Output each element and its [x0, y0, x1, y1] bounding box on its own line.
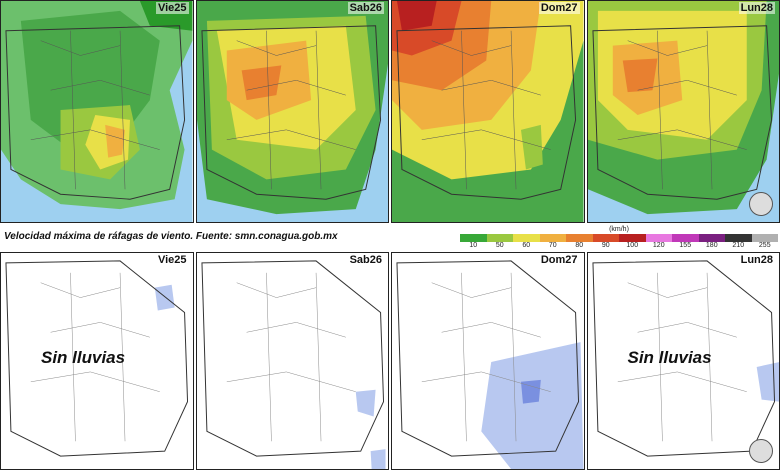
- rain-map-panel-sab26: Sab26: [195, 252, 389, 470]
- legend-unit: (km/h): [609, 226, 629, 233]
- rain-map-panel-vie25: Vie25 Sin lluvias: [0, 252, 194, 470]
- legend-tick-label: 120: [652, 242, 665, 249]
- rain-map-panel-dom27: Dom27: [391, 252, 585, 470]
- legend-ticks: 10 50 60 70 80 90 100 120 155 180 210 255: [460, 242, 778, 252]
- wind-map-panel-lun28: Lun28: [586, 0, 780, 223]
- legend-swatch: [725, 234, 752, 242]
- map-caption: Velocidad máxima de ráfagas de viento. F…: [4, 231, 338, 242]
- legend-tick-label: 100: [626, 242, 639, 249]
- legend-tick-label: 255: [758, 242, 771, 249]
- no-rain-label: Sin lluvias: [41, 348, 126, 367]
- legend-swatch: [751, 234, 778, 242]
- legend-tick-label: 10: [469, 242, 478, 249]
- legend-tick-label: 60: [522, 242, 531, 249]
- legend-tick-label: 80: [575, 242, 584, 249]
- wind-map-panel-sab26: Sab26: [195, 0, 389, 223]
- wind-map-lun28: [587, 1, 779, 222]
- wind-map-dom27: [392, 1, 584, 222]
- day-label: Sab26: [347, 2, 384, 14]
- day-label: Vie25: [155, 2, 189, 14]
- legend-swatch: [460, 234, 487, 242]
- day-label: Lun28: [738, 2, 775, 14]
- day-label: Dom27: [538, 2, 580, 14]
- wind-map-vie25: [1, 1, 193, 222]
- legend-tick-label: 70: [548, 242, 557, 249]
- legend-tick-label: 90: [601, 242, 610, 249]
- rain-maps: Vie25 Sin lluvias Sab26 Dom27 Lun28: [0, 252, 780, 470]
- legend-tick-label: 50: [495, 242, 504, 249]
- day-label: Dom27: [538, 254, 580, 266]
- rain-map-sab26: [196, 253, 388, 469]
- legend-swatch: [645, 234, 672, 242]
- wind-map-sab26: [196, 1, 388, 222]
- legend-tick-label: 210: [732, 242, 745, 249]
- wind-speed-legend: (km/h) 10 50 60 70 80 90 100 120 155 180 210 255: [460, 226, 778, 252]
- conagua-seal-icon: [749, 192, 773, 216]
- wind-map-panel-vie25: Vie25: [0, 0, 194, 223]
- wind-gust-maps: Vie25 Sab26 Dom27: [0, 0, 780, 223]
- legend-swatch: [672, 234, 699, 242]
- rain-map-panel-lun28: Lun28 Sin lluvias: [586, 252, 780, 470]
- legend-swatch: [486, 234, 513, 242]
- day-label: Lun28: [738, 254, 775, 266]
- legend-tick-label: 180: [705, 242, 718, 249]
- legend-swatch: [592, 234, 619, 242]
- legend-swatch: [539, 234, 566, 242]
- wind-map-panel-dom27: Dom27: [391, 0, 585, 223]
- day-label: Vie25: [155, 254, 189, 266]
- legend-tick-label: 155: [679, 242, 692, 249]
- conagua-seal-icon: [749, 439, 773, 463]
- no-rain-label: Sin lluvias: [627, 348, 712, 367]
- legend-swatch: [513, 234, 540, 242]
- legend-swatch: [619, 234, 646, 242]
- rain-map-vie25: [1, 253, 193, 469]
- legend-colorbar: [460, 234, 778, 242]
- legend-swatch: [566, 234, 593, 242]
- legend-swatch: [698, 234, 725, 242]
- rain-map-lun28: [587, 253, 779, 469]
- day-label: Sab26: [347, 254, 384, 266]
- rain-map-dom27: [392, 253, 584, 469]
